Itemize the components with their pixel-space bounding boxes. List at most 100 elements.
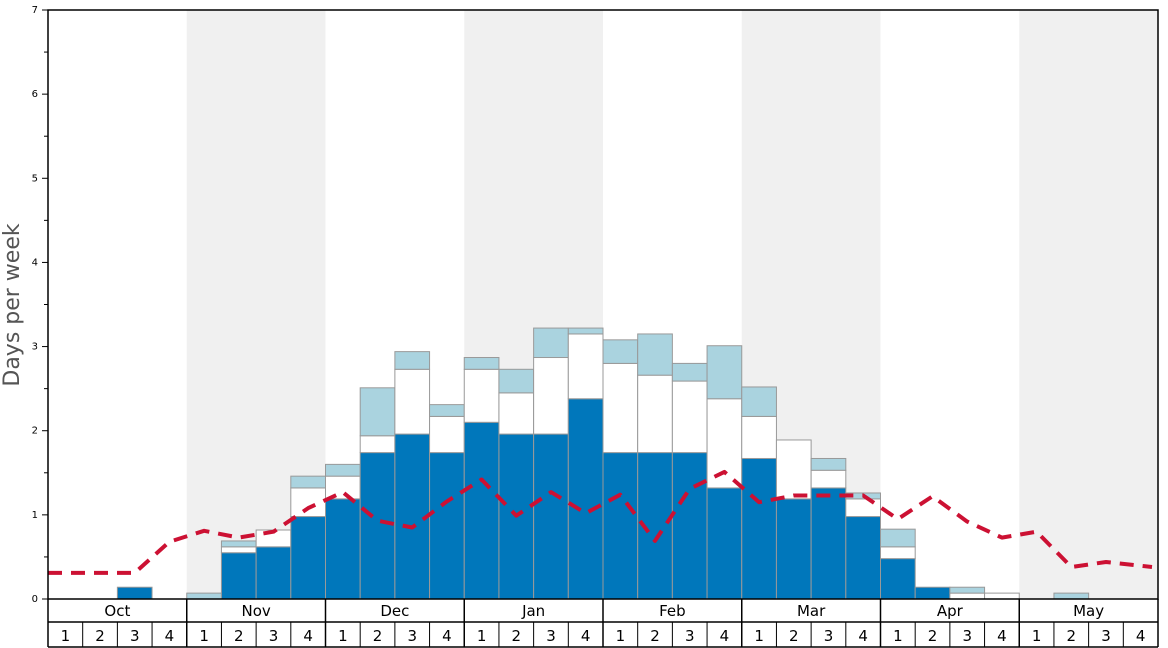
bar-segment-top — [290, 475, 326, 489]
month-label: Oct — [104, 602, 130, 620]
y-tick-label: 4 — [32, 257, 38, 268]
x-axis: Oct 1 2 3 4 Nov 1 2 3 4 Dec 1 2 3 4 Jan 1 2 3 4 Feb 1 2 3 4 Mar 1 2… — [47, 599, 1159, 648]
bar-segment-bottom — [359, 452, 396, 600]
month-band — [1019, 10, 1158, 599]
bar-segment-middle — [775, 439, 812, 500]
bar-segment-bottom — [463, 421, 500, 600]
bar-segment-top — [810, 457, 847, 471]
bar-segment-middle — [325, 475, 361, 500]
bar-segment-bottom — [116, 586, 153, 600]
bar-segment-bottom — [325, 498, 361, 600]
week-label: 1 — [616, 627, 626, 645]
y-axis: 0 1 2 3 4 5 6 7 — [32, 5, 48, 605]
y-tick-label: 7 — [32, 5, 38, 16]
bar-segment-top — [1053, 592, 1090, 600]
week-label: 2 — [373, 627, 383, 645]
bar-segment-top — [325, 463, 361, 477]
bar-segment-top — [463, 357, 500, 370]
week-label: 4 — [442, 627, 452, 645]
y-tick-label: 2 — [32, 426, 38, 437]
month-label: May — [1073, 602, 1104, 620]
week-label: 3 — [824, 627, 834, 645]
week-label: 2 — [1067, 627, 1077, 645]
week-label: 2 — [789, 627, 799, 645]
bar-segment-top — [706, 345, 743, 400]
bar-segment-middle — [394, 368, 431, 435]
week-label: 1 — [893, 627, 903, 645]
bar-segment-top — [567, 327, 604, 335]
bar-segment-top — [533, 327, 569, 359]
bar-segment-bottom — [220, 552, 257, 600]
bar-segment-middle — [949, 592, 986, 600]
bar-segment-top — [671, 362, 708, 382]
bar-segment-middle — [429, 415, 465, 454]
bar-segment-bottom — [567, 398, 604, 600]
bar-segment-middle — [359, 435, 396, 454]
week-label: 3 — [269, 627, 279, 645]
month-label: Mar — [797, 602, 826, 620]
bar-segment-top — [602, 339, 639, 364]
week-label: 2 — [234, 627, 244, 645]
y-tick-label: 0 — [32, 594, 38, 605]
month-label: Nov — [241, 602, 270, 620]
bar-segment-middle — [671, 380, 708, 454]
bar-segment-middle — [810, 469, 847, 489]
bar-segment-middle — [741, 415, 777, 459]
week-label: 2 — [95, 627, 105, 645]
bar-segment-bottom — [880, 558, 916, 600]
bar-segment-middle — [637, 374, 673, 454]
bar-segment-bottom — [914, 586, 951, 600]
week-label: 3 — [962, 627, 972, 645]
month-label: Feb — [659, 602, 686, 620]
month-bands — [186, 10, 1158, 599]
y-axis-title: Days per week — [0, 223, 25, 386]
bar-segment-top — [949, 586, 986, 594]
week-label: 3 — [685, 627, 695, 645]
bar-segment-bottom — [602, 452, 639, 600]
week-label: 3 — [130, 627, 140, 645]
bar-segment-bottom — [706, 487, 743, 600]
month-label: Dec — [380, 602, 409, 620]
bar-segment-bottom — [290, 516, 326, 600]
y-tick-label: 1 — [32, 510, 38, 521]
bar-segment-bottom — [810, 487, 847, 600]
week-label: 1 — [338, 627, 348, 645]
week-label: 3 — [1101, 627, 1111, 645]
y-tick-label: 5 — [32, 173, 38, 184]
bar-segment-bottom — [845, 516, 881, 600]
bar-segment-bottom — [775, 498, 812, 600]
average-line — [48, 469, 1153, 575]
bar-segment-bottom — [429, 452, 465, 600]
month-label: Apr — [937, 602, 964, 620]
week-label: 4 — [997, 627, 1007, 645]
bar-segment-middle — [845, 498, 881, 518]
average-line-path — [48, 469, 1153, 575]
week-label: 4 — [303, 627, 313, 645]
bar-segment-middle — [880, 546, 916, 560]
bar-segment-middle — [984, 592, 1020, 600]
bar-segment-middle — [498, 392, 535, 435]
bar-segment-bottom — [671, 452, 708, 600]
bar-segment-bottom — [741, 457, 777, 600]
week-label: 3 — [407, 627, 417, 645]
y-tick-label: 3 — [32, 342, 38, 353]
bar-segment-middle — [290, 487, 326, 518]
bar-segment-top — [498, 368, 535, 394]
bar-segment-top — [394, 351, 431, 370]
week-label: 1 — [477, 627, 487, 645]
week-label: 1 — [754, 627, 764, 645]
week-label: 4 — [720, 627, 730, 645]
week-label: 2 — [928, 627, 938, 645]
month-label: Jan — [521, 602, 545, 620]
bar-segment-top — [741, 386, 777, 417]
week-label: 1 — [1032, 627, 1042, 645]
bar-segment-bottom — [255, 546, 292, 600]
week-label: 4 — [858, 627, 868, 645]
bar-segment-middle — [220, 546, 257, 554]
bar-segment-top — [359, 387, 396, 437]
y-tick-label: 6 — [32, 89, 38, 100]
week-label: 1 — [61, 627, 71, 645]
bar-segment-top — [220, 540, 257, 548]
bar-segment-middle — [567, 333, 604, 400]
